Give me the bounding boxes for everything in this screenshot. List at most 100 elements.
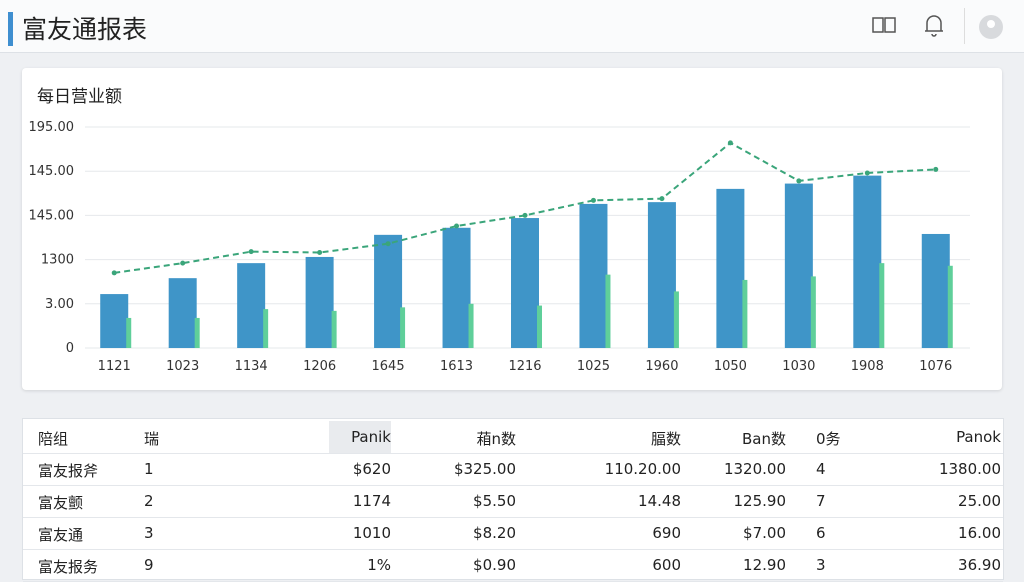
table-cell: 110.20.00 xyxy=(604,460,681,478)
bar xyxy=(305,256,334,348)
x-tick-label: 1960 xyxy=(645,359,678,374)
header-cell: 腷数 xyxy=(650,430,681,448)
table-cell: 690 xyxy=(652,524,681,542)
header-cell: Panik xyxy=(351,428,391,446)
table-cell: 12.90 xyxy=(743,556,786,574)
trend-point xyxy=(454,223,460,229)
table-cell: $5.50 xyxy=(473,492,516,510)
trend-point xyxy=(659,196,665,202)
table-cell: 富友颤 xyxy=(38,494,84,512)
thin-bar xyxy=(126,317,132,348)
bar xyxy=(511,218,539,348)
thin-bar xyxy=(742,279,748,348)
table-header: 陪组 瑞 Panik 葙n数 腷数 Ban数 0务 Panok xyxy=(23,421,1003,454)
trend-point xyxy=(248,249,254,255)
report-icon[interactable] xyxy=(870,14,900,38)
chart-title: 每日营业额 xyxy=(37,87,122,107)
x-tick-label: 1216 xyxy=(508,359,541,374)
chart: 每日营业额 0 3.00 1300 145.00 145.00 195.00 1121 102… xyxy=(29,87,970,374)
trend-point xyxy=(727,140,733,146)
trend-point xyxy=(796,178,802,184)
thin-bar xyxy=(947,265,953,348)
table-row: 富友通 3 1010 $8.20 690 $7.00 6 16.00 xyxy=(23,517,1003,550)
table-cell: 3 xyxy=(144,524,154,542)
y-tick-label: 195.00 xyxy=(29,120,75,135)
x-tick-label: 1025 xyxy=(577,359,610,374)
thin-bar xyxy=(468,303,474,348)
header-cell: 陪组 xyxy=(38,430,69,448)
accent-bar xyxy=(8,12,13,46)
table-cell: 36.90 xyxy=(958,556,1001,574)
trend-point xyxy=(933,166,939,172)
table-row: 富友报务 9 1% $0.90 600 12.90 3 36.90 xyxy=(23,549,1003,582)
table-cell: 1174 xyxy=(352,492,391,510)
x-tick-label: 1030 xyxy=(782,359,815,374)
divider xyxy=(964,8,965,44)
bar xyxy=(853,175,882,348)
table-cell: 1320.00 xyxy=(723,460,786,478)
thin-bar xyxy=(879,263,885,348)
bar xyxy=(716,188,745,348)
y-tick-label: 3.00 xyxy=(45,297,74,312)
x-tick-label: 1023 xyxy=(166,359,199,374)
thin-bar xyxy=(810,276,816,348)
x-tick-label: 1050 xyxy=(714,359,747,374)
table-cell: 富友通 xyxy=(38,526,84,544)
bar xyxy=(237,263,266,348)
y-tick-label: 145.00 xyxy=(29,208,75,223)
x-tick-label: 1908 xyxy=(851,359,884,374)
trend-point xyxy=(385,241,391,247)
thin-bar xyxy=(673,291,679,348)
table-cell: 4 xyxy=(816,460,826,478)
table-cell: 16.00 xyxy=(958,524,1001,542)
y-tick-label: 1300 xyxy=(41,253,74,268)
table-cell: $7.00 xyxy=(743,524,786,542)
table-cell: 25.00 xyxy=(958,492,1001,510)
thin-bar xyxy=(605,274,611,348)
table-cell: 14.48 xyxy=(638,492,681,510)
thin-bar xyxy=(194,317,200,348)
trend-point xyxy=(180,260,186,266)
table-cell: 6 xyxy=(816,524,826,542)
avatar[interactable] xyxy=(978,14,1004,40)
header-cell: Panok xyxy=(956,428,1001,446)
table-cell: 1% xyxy=(367,556,391,574)
bar xyxy=(784,183,813,348)
header-cell: Ban数 xyxy=(742,430,786,448)
x-tick-label: 1206 xyxy=(303,359,336,374)
x-tick-label: 1076 xyxy=(919,359,952,374)
table-row: 富友报斧 1 $620 $325.00 110.20.00 1320.00 4 1380.00 xyxy=(23,453,1003,486)
bar xyxy=(442,227,471,348)
trend-point xyxy=(522,212,528,218)
thin-bar xyxy=(331,310,337,348)
top-bar: 富友通报表 xyxy=(0,0,1024,53)
trend-point xyxy=(317,250,323,256)
table-cell: 1010 xyxy=(352,524,391,542)
trend-point xyxy=(864,170,870,176)
table-cell: 7 xyxy=(816,492,826,510)
table-cell: 1380.00 xyxy=(938,460,1001,478)
table-cell: 125.90 xyxy=(733,492,787,510)
table-cell: $620 xyxy=(352,460,391,478)
header-cell: 0务 xyxy=(816,430,841,448)
header-cell: 瑞 xyxy=(144,430,160,448)
thin-bar xyxy=(400,307,406,348)
table: 陪组 瑞 Panik 葙n数 腷数 Ban数 0务 Panok 富友报斧 1 $620 $325.00… xyxy=(22,418,1004,582)
x-tick-label: 1134 xyxy=(235,359,268,374)
table-cell: 600 xyxy=(652,556,681,574)
y-tick-label: 0 xyxy=(66,341,74,356)
trend-point xyxy=(590,197,596,203)
bar xyxy=(374,234,403,348)
trend-point xyxy=(111,270,117,276)
table-cell: 3 xyxy=(816,556,826,574)
bar xyxy=(168,278,197,348)
bar xyxy=(647,202,676,348)
thin-bar xyxy=(263,309,269,348)
x-tick-label: 1645 xyxy=(372,359,405,374)
header-highlight xyxy=(329,421,391,453)
bell-icon[interactable] xyxy=(922,12,946,40)
page-title: 富友通报表 xyxy=(22,15,148,44)
thin-bar xyxy=(537,305,542,348)
table-cell: $325.00 xyxy=(453,460,516,478)
